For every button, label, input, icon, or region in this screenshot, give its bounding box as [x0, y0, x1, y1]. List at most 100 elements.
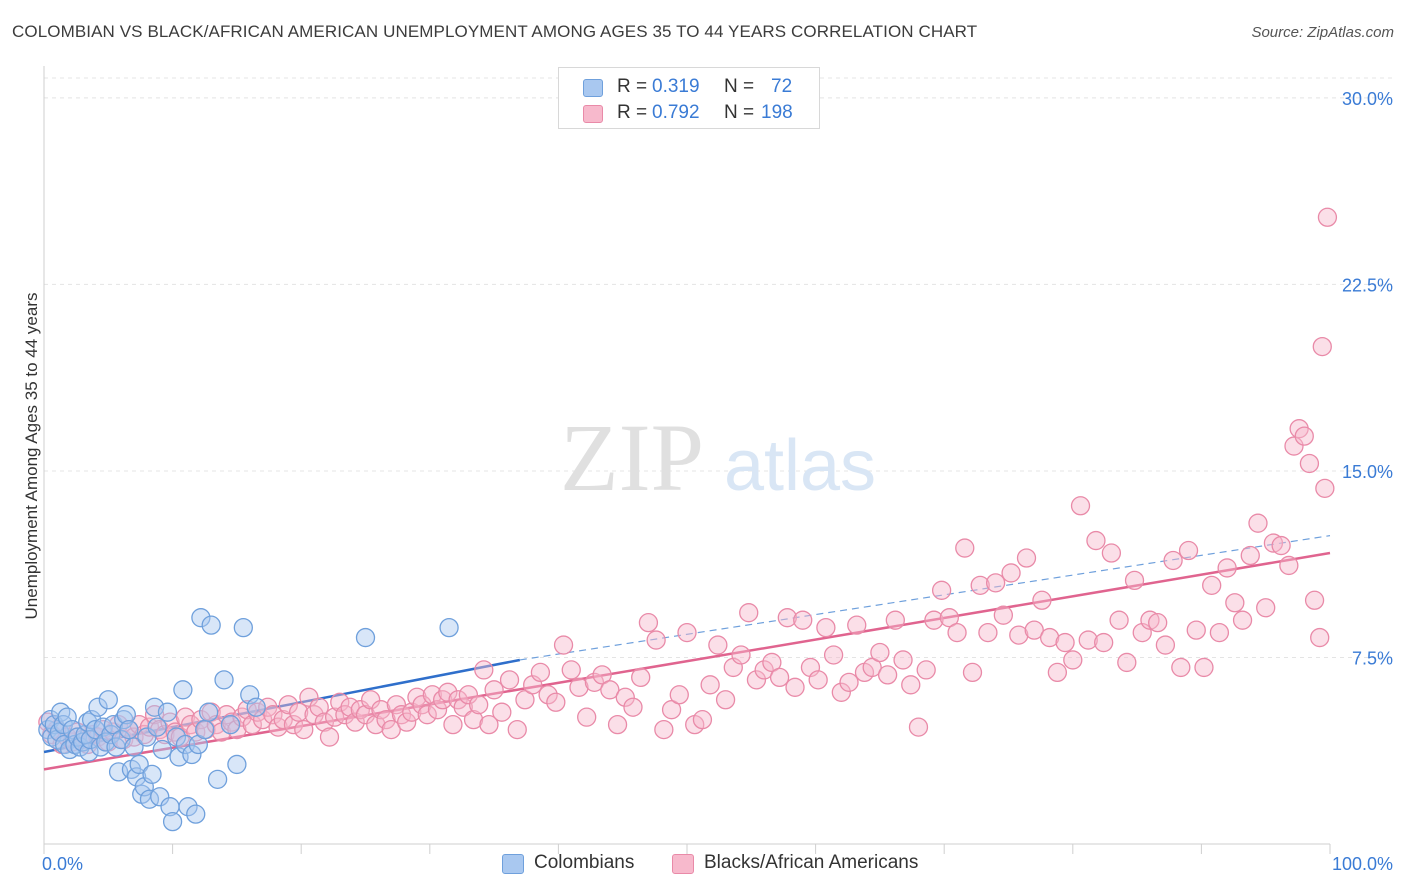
data-point [916, 660, 936, 680]
legend-r-value: 0.792 [652, 102, 700, 123]
data-point [1086, 530, 1106, 551]
data-point [499, 670, 520, 690]
data-point [417, 705, 437, 725]
data-point [762, 652, 782, 673]
legend-n-label: N = [724, 102, 755, 123]
data-point [182, 744, 202, 765]
watermark: ZIP atlas [560, 404, 876, 511]
data-point [195, 719, 215, 740]
data-point [901, 675, 921, 695]
data-point [288, 702, 309, 722]
data-point [233, 617, 253, 638]
data-point [479, 714, 499, 735]
tick-labels: 7.5% 15.0% 22.5% 30.0% 0.0% 100.0% [42, 89, 1393, 874]
data-point [739, 603, 759, 623]
data-point [631, 667, 651, 688]
data-point [885, 610, 905, 630]
data-point [173, 680, 193, 700]
data-point [1140, 610, 1160, 630]
data-point [955, 538, 975, 558]
data-point [371, 700, 391, 720]
data-point [1294, 426, 1314, 446]
data-point [126, 767, 147, 787]
data-point [962, 662, 983, 683]
data-point [114, 709, 134, 730]
data-point [142, 764, 162, 785]
data-point [700, 675, 720, 695]
data-point [1024, 620, 1044, 640]
data-point [220, 714, 241, 735]
data-point [309, 697, 329, 717]
data-points [38, 207, 1338, 832]
data-point [81, 709, 102, 730]
data-point [1263, 533, 1284, 553]
data-point [85, 719, 106, 740]
data-point [862, 657, 882, 678]
data-point [469, 695, 489, 715]
data-point [458, 685, 479, 705]
data-point [1032, 590, 1052, 610]
data-point [157, 702, 178, 722]
data-point [1315, 478, 1335, 499]
data-point [330, 692, 350, 712]
data-point [847, 615, 867, 635]
x-tick-label: 100.0% [1332, 854, 1393, 874]
watermark-zip: ZIP [560, 404, 704, 511]
data-point [731, 645, 751, 665]
data-point [240, 685, 260, 705]
data-point [484, 680, 504, 700]
data-point [119, 719, 139, 740]
data-point [754, 660, 774, 680]
data-point [355, 705, 376, 725]
data-point [831, 682, 851, 702]
data-point [1186, 620, 1206, 640]
data-point [72, 732, 93, 752]
data-point [1256, 598, 1276, 618]
data-point [314, 712, 334, 732]
data-point [1217, 558, 1237, 578]
bottom-legend-label: Colombians [534, 852, 635, 873]
data-point [1202, 575, 1222, 596]
data-point [654, 719, 674, 740]
data-point [191, 709, 211, 730]
data-point [1155, 635, 1176, 655]
data-point [129, 754, 149, 775]
data-point [80, 729, 100, 750]
data-point [345, 712, 365, 732]
legend-swatch-blacks [583, 105, 603, 123]
data-point [376, 709, 396, 730]
data-point [870, 642, 890, 663]
data-point [931, 580, 952, 600]
data-point [584, 672, 605, 692]
data-point [366, 714, 386, 735]
data-point [397, 712, 417, 732]
data-point [1317, 207, 1338, 227]
data-point [88, 697, 108, 717]
data-point [319, 727, 340, 747]
data-point [1279, 555, 1299, 576]
data-point [1232, 610, 1253, 630]
data-point [273, 709, 293, 730]
chart-title: COLOMBIAN VS BLACK/AFRICAN AMERICAN UNEM… [12, 22, 978, 41]
data-point [793, 610, 813, 630]
data-point [1194, 657, 1214, 678]
data-point [246, 697, 266, 717]
data-point [646, 630, 666, 650]
data-point [438, 682, 458, 702]
data-point [463, 709, 484, 730]
data-point [443, 714, 463, 735]
data-point [530, 662, 551, 683]
legend-r-label: R = [617, 102, 648, 123]
data-point [515, 690, 535, 710]
data-point [708, 635, 728, 655]
series-colombians [38, 608, 459, 832]
data-point [1171, 657, 1191, 678]
data-point [186, 804, 206, 824]
data-point [669, 685, 689, 705]
data-point [577, 707, 597, 727]
data-point [439, 617, 459, 638]
legend-r-label: R = [617, 76, 648, 97]
bottom-legend-label: Blacks/African Americans [704, 852, 919, 873]
data-point [1240, 545, 1260, 566]
legend-n-value: 72 [771, 76, 793, 97]
